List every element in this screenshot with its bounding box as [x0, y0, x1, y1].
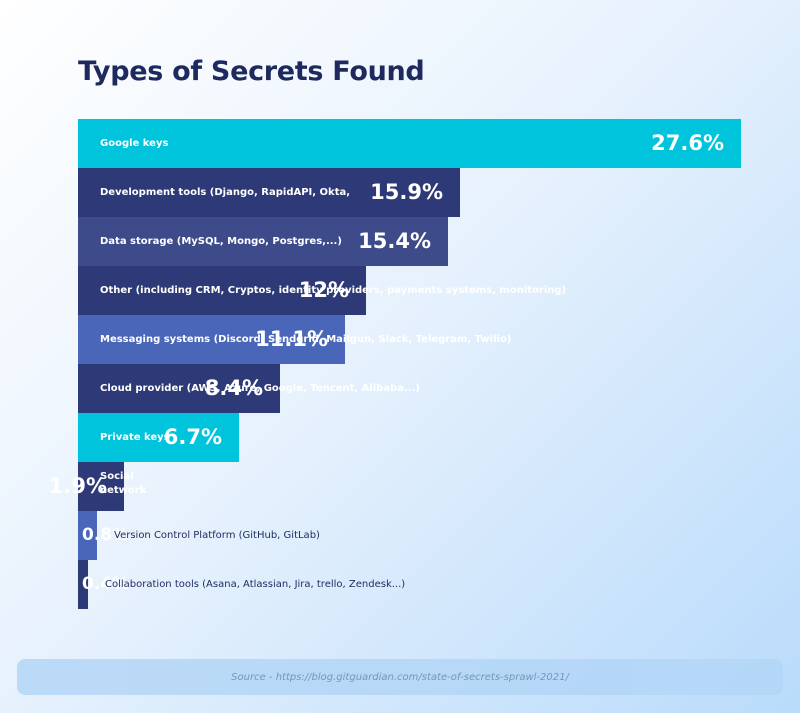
bar [78, 315, 345, 364]
bar [78, 168, 460, 217]
bar-category-label: Cloud provider (AWS, Azure, Google, Tenc… [100, 383, 420, 394]
chart-title: Types of Secrets Found [78, 56, 425, 87]
bar-category-label: Messaging systems (Discord, Sendgrid, Ma… [100, 334, 512, 345]
bar-category-label: Data storage (MySQL, Mongo, Postgres,...… [100, 236, 342, 247]
bar [78, 364, 280, 413]
bar-value-label: 27.6% [651, 131, 724, 155]
bar-category-label: Google keys [100, 138, 169, 149]
bar-value-label: 15.4% [358, 229, 431, 253]
bar-value-label: 6.7% [163, 425, 222, 449]
bar-category-label: Other (including CRM, Cryptos, identity … [100, 285, 567, 296]
bar-value-label: 0.8% [82, 525, 130, 545]
source-text: Source - https://blog.gitguardian.com/st… [231, 671, 569, 683]
bar-category-label: Social network [100, 471, 147, 496]
bar-value-label: 12% [298, 278, 349, 302]
bar-value-label: 8.4% [204, 376, 263, 400]
bar [78, 511, 97, 560]
bar [78, 266, 366, 315]
source-box: Source - https://blog.gitguardian.com/st… [17, 659, 783, 695]
bar [78, 462, 124, 511]
bar-category-label: Private keys [100, 432, 170, 443]
bar-category-label: Development tools (Django, RapidAPI, Okt… [100, 187, 351, 198]
bar-category-label: Collaboration tools (Asana, Atlassian, J… [105, 579, 406, 590]
bar [78, 217, 448, 266]
bar [78, 119, 741, 168]
bar-value-label: 11.1% [255, 327, 328, 351]
bar-value-label: 1.9% [48, 474, 107, 498]
bar-value-label: 15.9% [370, 180, 443, 204]
bar [78, 413, 239, 462]
bar-category-label: Version Control Platform (GitHub, GitLab… [114, 530, 320, 541]
bar-value-label: 0.4% [82, 574, 130, 594]
bar [78, 560, 88, 609]
